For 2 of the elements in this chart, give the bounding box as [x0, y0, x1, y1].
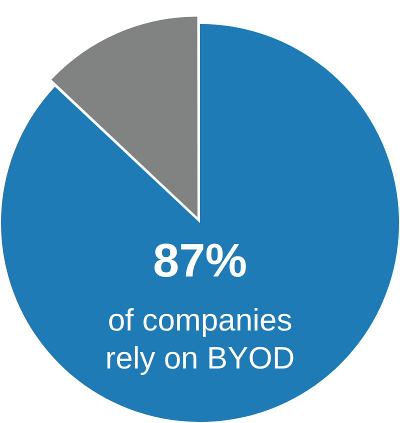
- text: of companies rely on BYOD: [105, 302, 295, 376]
- data-label: 87%: [152, 234, 248, 287]
